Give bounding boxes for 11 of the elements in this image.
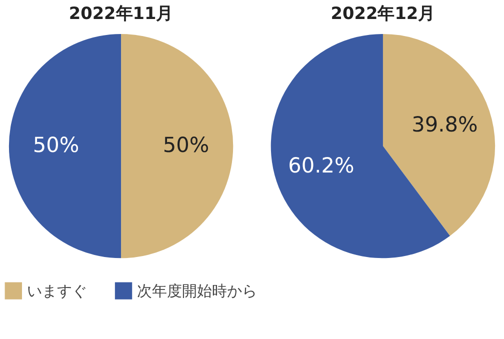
data-label: 60.2%	[288, 153, 354, 178]
data-label: 50%	[32, 133, 80, 158]
chart-title: 2022年12月	[330, 3, 436, 24]
data-label: 39.8%	[412, 112, 478, 137]
legend-label: 次年度開始時から	[136, 282, 257, 300]
legend-label: いますぐ	[26, 282, 87, 300]
pie-slice	[9, 34, 122, 258]
data-label: 50%	[162, 133, 210, 158]
pie-slice	[121, 34, 233, 258]
chart-title: 2022年11月	[68, 3, 174, 24]
pie-slice	[382, 34, 495, 236]
